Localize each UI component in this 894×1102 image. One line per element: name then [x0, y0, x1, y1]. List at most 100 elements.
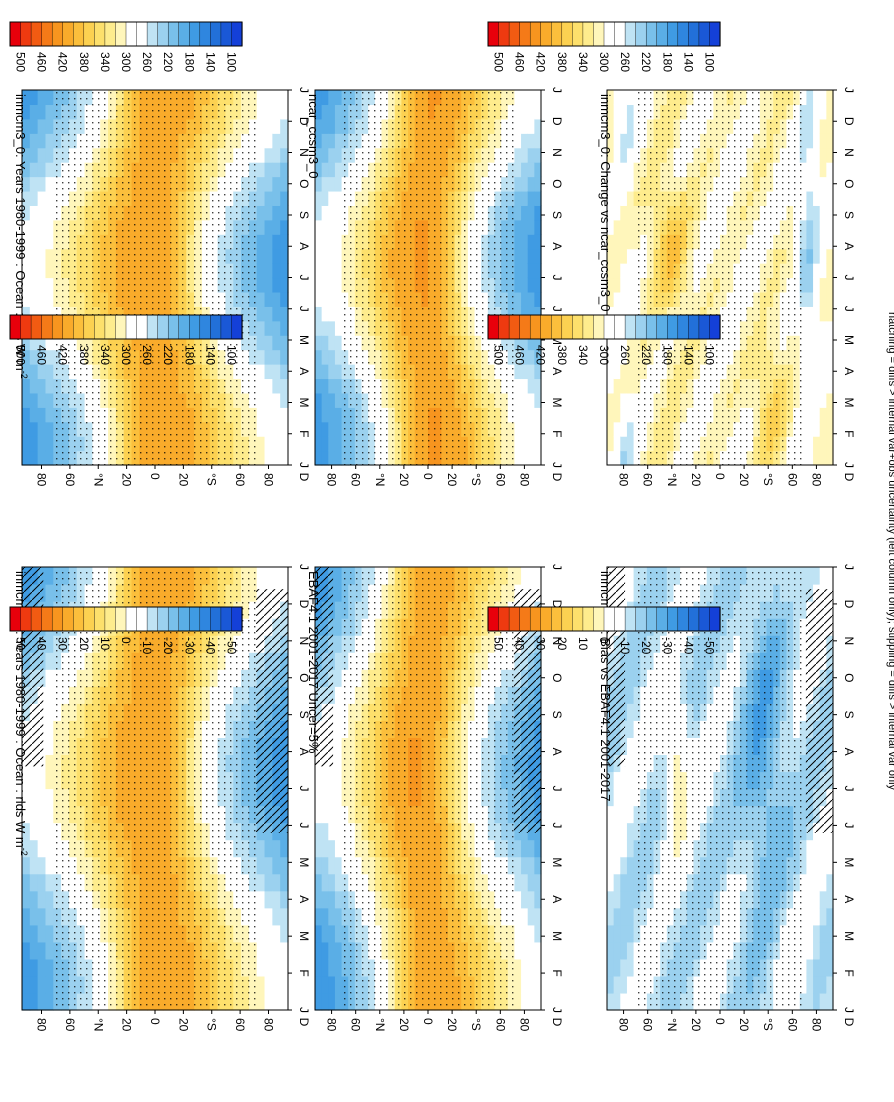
heatmap-cell — [620, 176, 628, 192]
heatmap-cell — [527, 856, 535, 875]
heatmap-cell — [626, 652, 635, 670]
heatmap-cell — [328, 907, 336, 926]
month-tick-label: F — [550, 430, 564, 437]
heatmap-cell — [272, 407, 281, 423]
heatmap-cell — [534, 975, 542, 994]
heatmap-cell — [534, 90, 542, 106]
heatmap-cell — [620, 407, 628, 423]
heatmap-cell — [514, 176, 522, 192]
heatmap-cell — [514, 992, 522, 1011]
heatmap-cell — [328, 992, 336, 1011]
heatmap-cell — [328, 924, 336, 943]
heatmap-cell — [37, 176, 47, 192]
month-tick-label: J — [550, 1007, 564, 1013]
heatmap-cell — [607, 219, 615, 235]
heatmap-cell — [22, 234, 31, 250]
heatmap-cell — [514, 219, 522, 235]
heatmap-cell — [256, 190, 266, 206]
heatmap-cell — [328, 176, 336, 192]
month-tick-label: O — [842, 673, 856, 682]
heatmap-cell — [45, 975, 54, 994]
heatmap-cell — [280, 378, 289, 394]
heatmap-cell — [334, 248, 343, 264]
heatmap-cell — [280, 118, 289, 134]
heatmap-cell — [626, 450, 635, 466]
month-tick-label: J — [550, 786, 564, 792]
heatmap-cell — [45, 147, 54, 163]
heatmap-cell — [806, 941, 814, 960]
heatmap-cell — [37, 992, 47, 1011]
heatmap-cell — [334, 205, 343, 221]
month-tick-label: M — [550, 335, 564, 345]
month-tick-label: D — [550, 600, 564, 609]
heatmap-cell — [315, 335, 323, 351]
heatmap-cell — [45, 176, 54, 192]
heatmap-cell — [328, 890, 336, 909]
heatmap-cell — [534, 873, 542, 892]
heatmap-cell — [29, 907, 39, 926]
heatmap-cell — [45, 669, 54, 687]
heatmap-cell — [607, 118, 615, 134]
heatmap-cell — [37, 839, 47, 858]
heatmap-cell — [328, 839, 336, 858]
title-superscript: -2 — [19, 371, 29, 379]
panel-title: EBAF4.1 2001-2017 Uncer=5% — [306, 571, 321, 754]
heatmap-cell — [328, 941, 336, 960]
heatmap-cell — [321, 90, 329, 106]
heatmap-cell — [321, 306, 329, 322]
month-tick-label: M — [842, 857, 856, 867]
heatmap-cell — [527, 873, 535, 892]
lat-tick-label: 80 — [617, 1018, 631, 1032]
heatmap-cell — [613, 90, 621, 106]
heatmap-cell — [45, 907, 54, 926]
heatmap-cell — [334, 291, 343, 307]
month-tick-label: J — [550, 87, 564, 93]
heatmap-cell — [29, 421, 39, 437]
heatmap-cell — [272, 147, 281, 163]
heatmap-cell — [521, 335, 529, 351]
heatmap-cell — [521, 263, 529, 279]
heatmap-cell — [280, 219, 289, 235]
month-tick-label: J — [297, 306, 311, 312]
heatmap-cell — [321, 320, 329, 336]
heatmap-cell — [613, 133, 621, 149]
heatmap-cell — [819, 856, 827, 875]
month-tick-label: M — [550, 857, 564, 867]
heatmap-cell — [826, 856, 834, 875]
heatmap-cell — [45, 652, 54, 670]
heatmap-cell — [272, 306, 281, 322]
month-tick-label: O — [297, 673, 311, 682]
heatmap-cell — [264, 958, 273, 977]
heatmap-cell — [534, 349, 542, 365]
heatmap-cell — [22, 147, 31, 163]
heatmap-cell — [280, 407, 289, 423]
month-tick-label: A — [297, 367, 311, 375]
lat-tick-label: 20 — [737, 1018, 751, 1032]
heatmap-cell — [620, 907, 628, 926]
heatmap-cell — [334, 652, 343, 670]
heatmap-cell — [264, 162, 273, 178]
heatmap-cell — [37, 277, 47, 293]
heatmap-cell — [264, 104, 273, 120]
heatmap-cell — [534, 941, 542, 960]
heatmap-cell — [37, 907, 47, 926]
x-end-label: D — [550, 1018, 564, 1027]
heatmap-cell — [527, 975, 535, 994]
heatmap-cell — [607, 190, 615, 206]
heatmap-cell — [527, 291, 535, 307]
heatmap-cell — [514, 924, 522, 943]
heatmap-cell — [264, 176, 273, 192]
heatmap-cell — [514, 104, 522, 120]
heatmap-cell — [806, 958, 814, 977]
heatmap-cell — [626, 291, 635, 307]
heatmap-cell — [334, 567, 343, 585]
heatmap-cell — [613, 291, 621, 307]
heatmap-cell — [527, 147, 535, 163]
heatmap-cell — [626, 392, 635, 408]
heatmap-cell — [620, 219, 628, 235]
heatmap-cell — [321, 104, 329, 120]
heatmap-cell — [620, 992, 628, 1011]
heatmap-cell — [29, 118, 39, 134]
heatmap-cell — [280, 90, 289, 106]
heatmap-cell — [315, 205, 323, 221]
